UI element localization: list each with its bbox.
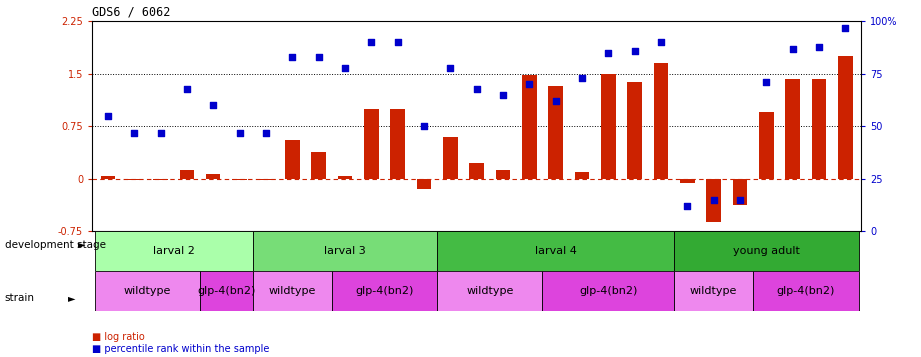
Bar	[759, 112, 774, 179]
Bar	[575, 172, 589, 179]
Text: wildtype: wildtype	[690, 286, 738, 296]
Bar	[680, 179, 694, 183]
Text: ■ log ratio: ■ log ratio	[92, 332, 145, 342]
Text: glp-4(bn2): glp-4(bn2)	[776, 286, 835, 296]
Bar	[838, 56, 853, 179]
Bar	[391, 109, 405, 179]
Bar	[200, 271, 252, 311]
Text: glp-4(bn2): glp-4(bn2)	[579, 286, 637, 296]
Bar	[100, 176, 115, 179]
Point	[811, 44, 826, 50]
Point	[259, 130, 274, 136]
Bar	[627, 82, 642, 179]
Point	[232, 130, 247, 136]
Text: glp-4(bn2): glp-4(bn2)	[197, 286, 256, 296]
Bar	[495, 170, 510, 179]
Text: larval 3: larval 3	[324, 246, 366, 256]
Point	[600, 50, 615, 56]
Bar	[548, 86, 563, 179]
Text: development stage: development stage	[5, 240, 106, 250]
Bar	[733, 179, 747, 205]
Text: wildtype: wildtype	[466, 286, 514, 296]
Point	[495, 92, 510, 98]
Point	[706, 197, 721, 203]
Text: ■ percentile rank within the sample: ■ percentile rank within the sample	[92, 344, 270, 354]
Point	[311, 54, 326, 60]
Bar	[437, 231, 674, 271]
Bar	[206, 174, 220, 179]
Bar	[232, 179, 247, 180]
Point	[786, 46, 800, 51]
Point	[548, 98, 563, 104]
Bar	[443, 137, 458, 179]
Text: ►: ►	[68, 293, 76, 303]
Text: wildtype: wildtype	[123, 286, 171, 296]
Bar	[95, 231, 252, 271]
Point	[443, 65, 458, 70]
Point	[838, 25, 853, 31]
Bar	[153, 179, 168, 180]
Bar	[285, 140, 299, 179]
Bar	[332, 271, 437, 311]
Point	[680, 203, 694, 209]
Text: wildtype: wildtype	[269, 286, 316, 296]
Point	[732, 197, 747, 203]
Bar	[180, 170, 194, 179]
Point	[364, 40, 379, 45]
Bar	[311, 152, 326, 179]
Point	[522, 81, 537, 87]
Bar	[259, 179, 274, 180]
Bar	[706, 179, 721, 222]
Bar	[470, 164, 484, 179]
Point	[416, 124, 431, 129]
Text: GDS6 / 6062: GDS6 / 6062	[92, 5, 170, 18]
Bar	[364, 109, 379, 179]
Point	[391, 40, 405, 45]
Bar	[252, 271, 332, 311]
Bar	[811, 80, 826, 179]
Bar	[95, 271, 200, 311]
Bar	[338, 176, 352, 179]
Bar	[252, 231, 437, 271]
Point	[153, 130, 168, 136]
Text: larval 2: larval 2	[153, 246, 194, 256]
Text: young adult: young adult	[733, 246, 799, 256]
Bar	[786, 80, 800, 179]
Point	[285, 54, 299, 60]
Point	[654, 40, 669, 45]
Point	[627, 48, 642, 54]
Bar	[127, 179, 142, 180]
Bar	[601, 74, 615, 179]
Bar	[654, 64, 669, 179]
Bar	[674, 231, 858, 271]
Point	[127, 130, 142, 136]
Point	[469, 86, 484, 91]
Bar	[542, 271, 674, 311]
Bar	[437, 271, 542, 311]
Point	[206, 102, 221, 108]
Bar	[753, 271, 858, 311]
Bar	[522, 75, 537, 179]
Bar	[416, 179, 431, 189]
Point	[759, 79, 774, 85]
Point	[100, 113, 115, 119]
Text: larval 4: larval 4	[535, 246, 577, 256]
Text: glp-4(bn2): glp-4(bn2)	[356, 286, 414, 296]
Text: strain: strain	[5, 293, 35, 303]
Point	[180, 86, 194, 91]
Point	[338, 65, 353, 70]
Point	[575, 75, 589, 81]
Bar	[674, 271, 753, 311]
Text: ►: ►	[78, 240, 86, 250]
